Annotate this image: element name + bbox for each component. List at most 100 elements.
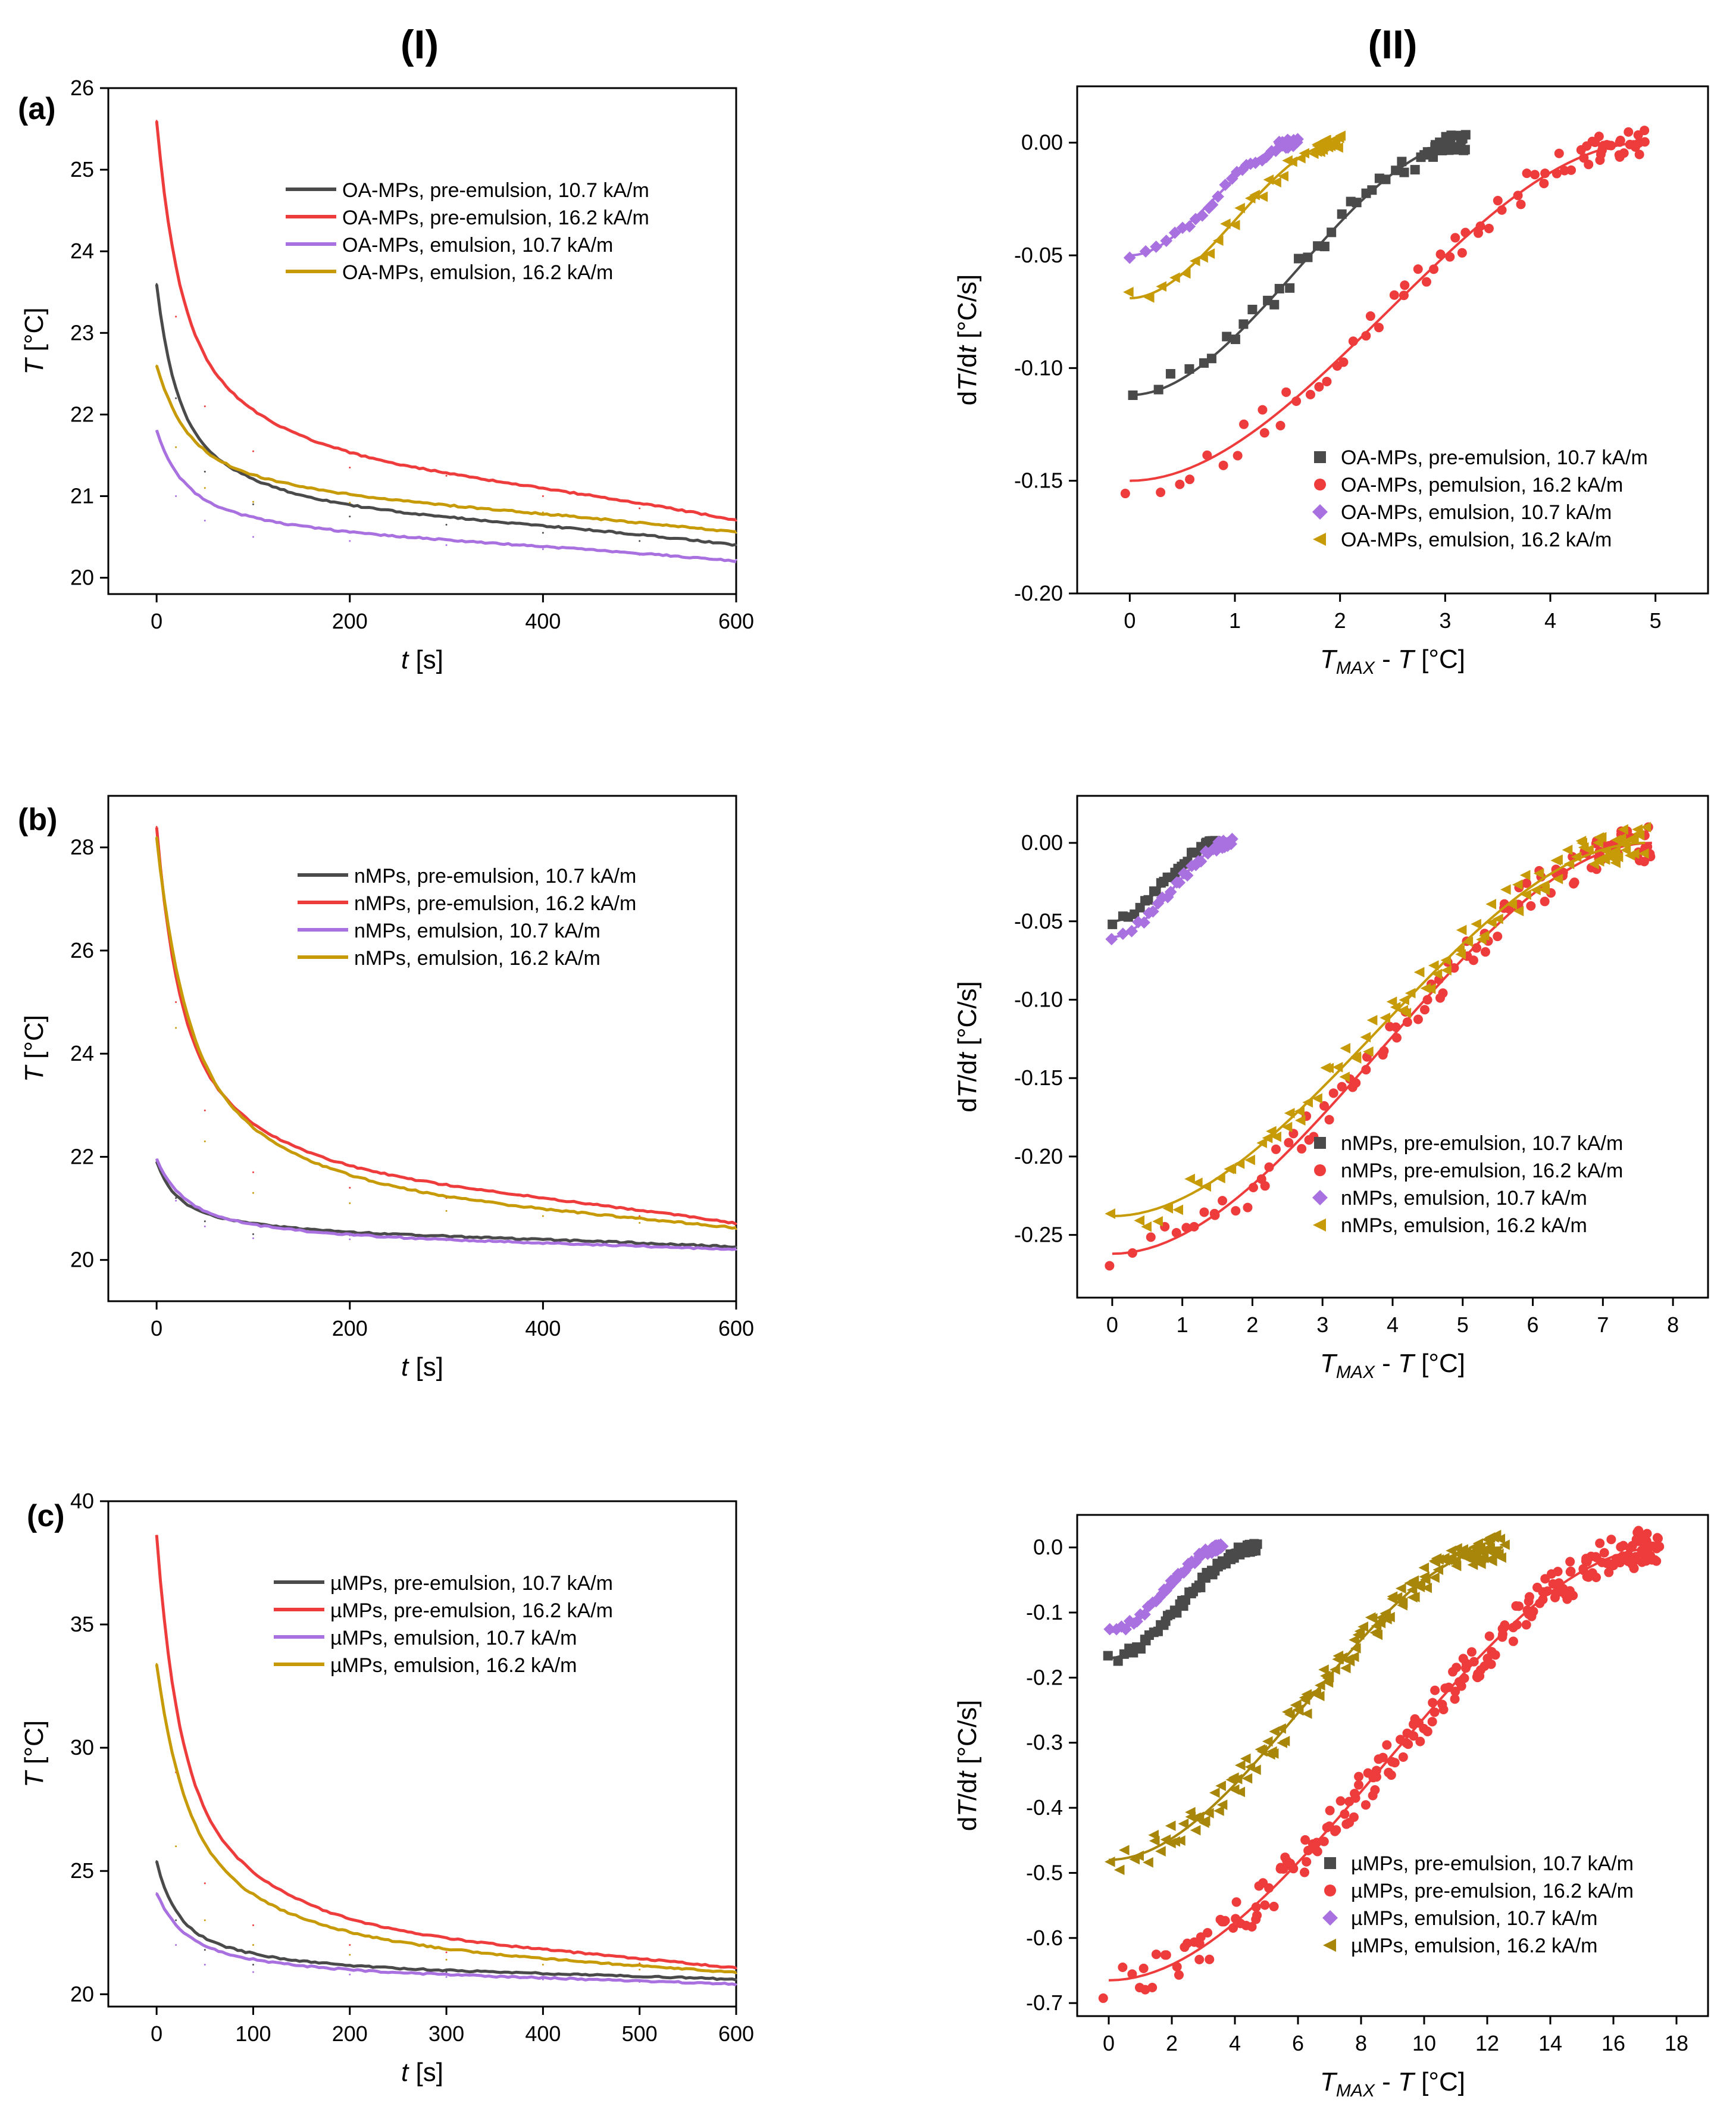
data-point — [1206, 198, 1219, 211]
legend-label: nMPs, pre-emulsion, 16.2 kA/m — [1341, 1160, 1623, 1182]
data-point — [1344, 1655, 1355, 1667]
data-point — [1446, 130, 1456, 140]
x-tick-label: 12 — [1475, 2031, 1499, 2055]
data-point — [1287, 156, 1297, 167]
data-point — [1372, 1629, 1383, 1640]
data-point — [1105, 933, 1118, 946]
data-point — [445, 474, 448, 477]
data-point — [155, 1158, 158, 1161]
data-point — [1421, 277, 1431, 287]
data-point — [155, 120, 158, 122]
data-point — [175, 495, 177, 497]
data-point — [1300, 1835, 1310, 1845]
data-point — [1340, 1043, 1351, 1054]
data-point — [1450, 233, 1460, 243]
data-point — [349, 1954, 351, 1956]
data-point — [1123, 1615, 1136, 1627]
row-label-a: (a) — [18, 92, 56, 126]
data-point — [542, 1964, 544, 1966]
data-point — [349, 1238, 351, 1240]
data-point — [175, 1199, 177, 1202]
data-point — [1604, 851, 1615, 861]
data-point — [1284, 1138, 1294, 1148]
x-tick-label: 0 — [151, 2021, 162, 2046]
x-tick-label: 2 — [1334, 608, 1346, 633]
series-line — [155, 1664, 737, 1974]
data-point — [1279, 1736, 1290, 1746]
data-point — [1175, 1835, 1186, 1846]
data-point — [1552, 873, 1563, 885]
data-point — [155, 1860, 158, 1863]
data-point — [1247, 304, 1258, 314]
y-tick-label: -0.10 — [1014, 987, 1063, 1011]
legend-label: µMPs, emulsion, 16.2 kA/m — [330, 1654, 577, 1677]
data-point — [542, 1973, 544, 1976]
data-point — [1484, 223, 1494, 233]
y-tick-label: -0.5 — [1026, 1860, 1063, 1885]
chart-b-I: 0 200 400 600 20 22 24 26 28 t [s] T [°C] nMPs, pre… — [20, 795, 754, 1382]
data-point — [1566, 165, 1577, 175]
data-point — [1180, 268, 1191, 279]
legend-label: OA-MPs, emulsion, 16.2 kA/m — [342, 261, 613, 284]
data-point — [1322, 376, 1332, 386]
data-point — [349, 501, 351, 504]
data-point — [542, 548, 544, 551]
data-point — [1299, 148, 1309, 159]
data-point — [1319, 1101, 1330, 1111]
data-point — [155, 836, 158, 838]
legend-marker — [1313, 1218, 1326, 1232]
data-point — [1410, 165, 1420, 175]
data-point — [1340, 1663, 1351, 1674]
data-point — [204, 1949, 206, 1951]
data-point — [1521, 889, 1531, 900]
data-point — [735, 1972, 737, 1974]
data-point — [1123, 286, 1134, 298]
data-point — [1368, 1790, 1378, 1801]
data-point — [1278, 171, 1288, 182]
data-point — [1425, 983, 1436, 995]
data-point — [1328, 1088, 1338, 1098]
legend-marker — [1323, 1939, 1336, 1952]
data-point — [1215, 1780, 1226, 1791]
data-point — [204, 405, 206, 408]
data-point — [155, 364, 158, 367]
data-point — [204, 1225, 206, 1227]
data-point — [1634, 149, 1644, 160]
data-point — [639, 521, 641, 523]
legend-marker — [1314, 1164, 1326, 1176]
data-point — [1161, 890, 1174, 904]
legend-label: OA-MPs, emulsion, 10.7 kA/m — [342, 234, 613, 257]
data-point — [1468, 955, 1478, 965]
data-point — [735, 544, 737, 546]
data-point — [1472, 943, 1482, 953]
data-point — [542, 495, 544, 497]
data-point — [1500, 884, 1511, 895]
y-tick-label: -0.7 — [1026, 1990, 1063, 2015]
data-point — [1325, 1805, 1335, 1815]
data-point — [1231, 1897, 1241, 1907]
data-point — [1366, 1613, 1378, 1624]
data-point — [1269, 1901, 1279, 1911]
data-point — [1331, 1825, 1341, 1835]
data-point — [1456, 924, 1467, 936]
data-point — [1131, 1615, 1143, 1628]
data-point — [1366, 1015, 1378, 1026]
data-point — [1488, 1548, 1500, 1558]
data-point — [1552, 854, 1563, 865]
data-point — [1539, 179, 1549, 189]
y-axis-label: T [°C] — [20, 1015, 49, 1082]
data-point — [1387, 1591, 1398, 1602]
data-point — [1208, 1543, 1221, 1557]
data-point — [1357, 1621, 1369, 1632]
data-point — [1118, 1962, 1128, 1972]
data-point — [1633, 130, 1643, 140]
data-point — [1354, 1780, 1364, 1790]
data-point — [1399, 167, 1409, 177]
data-point — [1185, 1807, 1196, 1818]
data-point — [735, 520, 737, 522]
data-point — [1450, 1694, 1460, 1704]
data-point — [1175, 479, 1185, 489]
y-tick-label: 20 — [70, 565, 94, 590]
data-point — [1457, 133, 1468, 143]
